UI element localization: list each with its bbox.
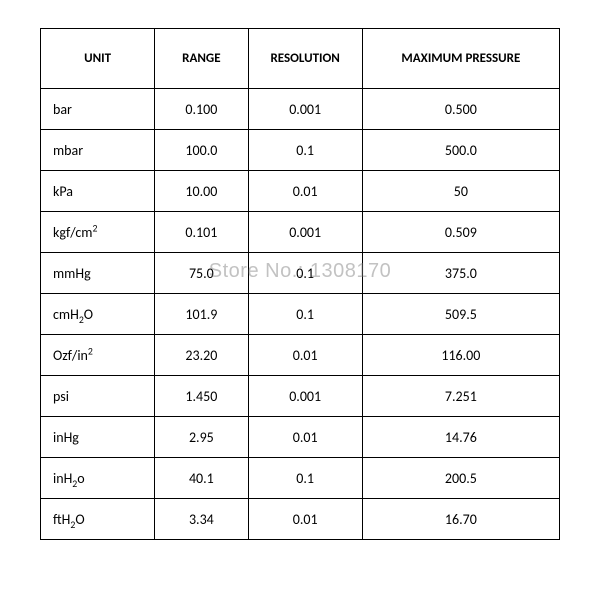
table-row: inHg2.950.0114.76 [41,417,560,458]
col-range: RANGE [155,29,248,89]
cell-resolution: 0.01 [248,335,362,376]
cell-resolution: 0.001 [248,376,362,417]
cell-max: 7.251 [362,376,559,417]
cell-range: 10.00 [155,171,248,212]
cell-unit: psi [41,376,155,417]
table-container: UNIT RANGE RESOLUTION MAXIMUM PRESSURE b… [40,28,560,540]
cell-max: 200.5 [362,458,559,499]
cell-resolution: 0.01 [248,499,362,540]
table-row: kgf/cm20.1010.0010.509 [41,212,560,253]
cell-max: 50 [362,171,559,212]
cell-unit: bar [41,89,155,130]
cell-unit: Ozf/in2 [41,335,155,376]
cell-unit: mbar [41,130,155,171]
cell-range: 2.95 [155,417,248,458]
table-row: mmHg75.00.1375.0 [41,253,560,294]
cell-unit: mmHg [41,253,155,294]
cell-max: 375.0 [362,253,559,294]
cell-max: 14.76 [362,417,559,458]
cell-range: 40.1 [155,458,248,499]
cell-max: 116.00 [362,335,559,376]
cell-resolution: 0.1 [248,458,362,499]
cell-resolution: 0.01 [248,417,362,458]
col-unit: UNIT [41,29,155,89]
header-row: UNIT RANGE RESOLUTION MAXIMUM PRESSURE [41,29,560,89]
table-row: cmH2O101.90.1509.5 [41,294,560,335]
cell-unit: ftH2O [41,499,155,540]
cell-range: 1.450 [155,376,248,417]
table-row: bar0.1000.0010.500 [41,89,560,130]
specs-table: UNIT RANGE RESOLUTION MAXIMUM PRESSURE b… [40,28,560,540]
table-row: ftH2O3.340.0116.70 [41,499,560,540]
col-max: MAXIMUM PRESSURE [362,29,559,89]
cell-max: 0.509 [362,212,559,253]
cell-range: 3.34 [155,499,248,540]
table-row: Ozf/in223.200.01116.00 [41,335,560,376]
cell-unit: inH2o [41,458,155,499]
cell-max: 0.500 [362,89,559,130]
cell-max: 16.70 [362,499,559,540]
cell-unit: cmH2O [41,294,155,335]
cell-resolution: 0.1 [248,253,362,294]
cell-unit: inHg [41,417,155,458]
cell-range: 0.101 [155,212,248,253]
table-row: inH2o40.10.1200.5 [41,458,560,499]
cell-range: 0.100 [155,89,248,130]
cell-range: 100.0 [155,130,248,171]
cell-resolution: 0.1 [248,294,362,335]
cell-resolution: 0.1 [248,130,362,171]
table-row: psi1.4500.0017.251 [41,376,560,417]
table-row: mbar100.00.1500.0 [41,130,560,171]
cell-resolution: 0.001 [248,89,362,130]
cell-resolution: 0.01 [248,171,362,212]
cell-unit: kPa [41,171,155,212]
table-row: kPa10.000.0150 [41,171,560,212]
cell-range: 101.9 [155,294,248,335]
cell-range: 75.0 [155,253,248,294]
col-resolution: RESOLUTION [248,29,362,89]
cell-max: 500.0 [362,130,559,171]
cell-max: 509.5 [362,294,559,335]
cell-resolution: 0.001 [248,212,362,253]
cell-range: 23.20 [155,335,248,376]
cell-unit: kgf/cm2 [41,212,155,253]
